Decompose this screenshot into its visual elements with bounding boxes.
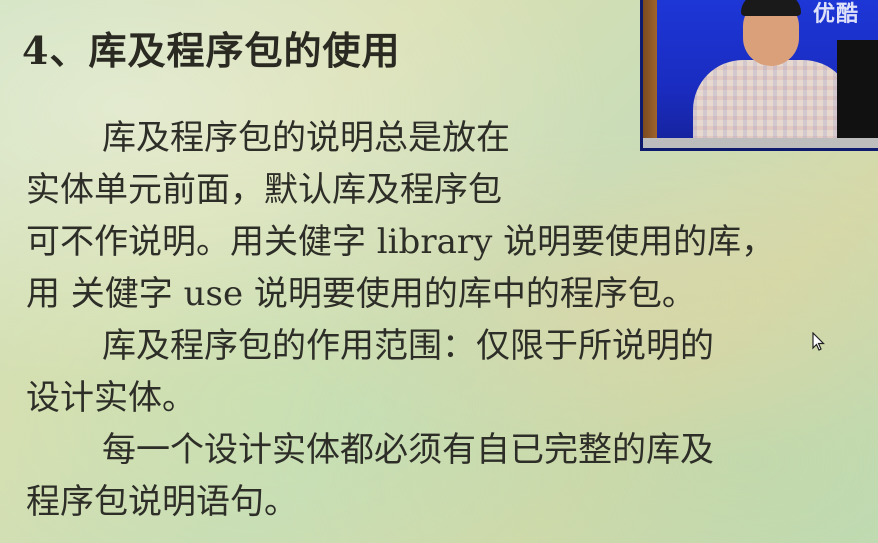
body-line-2: 实体单元前面，默认库及程序包: [26, 170, 502, 210]
desk: [643, 138, 878, 148]
body-line-1: 库及程序包的说明总是放在: [102, 118, 510, 158]
body-line-4: 用 关健字 use 说明要使用的库中的程序包。: [26, 274, 696, 314]
mouse-cursor-icon: [812, 332, 825, 351]
slide-title: 4、库及程序包的使用: [22, 28, 401, 73]
monitor: [837, 40, 878, 148]
body-line-7: 每一个设计实体都必须有自已完整的库及: [102, 430, 714, 470]
body-line-6: 设计实体。: [26, 378, 196, 418]
body-line-3: 可不作说明。用关健字 library 说明要使用的库，: [26, 222, 776, 262]
body-line-8: 程序包说明语句。: [26, 482, 298, 522]
presenter-body: [693, 60, 853, 148]
slide-body: 库及程序包的说明总是放在 实体单元前面，默认库及程序包 可不作说明。用关健字 l…: [26, 112, 826, 528]
presenter-hair: [741, 0, 801, 16]
video-frame-edge: [643, 0, 657, 148]
body-line-5: 库及程序包的作用范围：仅限于所说明的: [102, 326, 714, 366]
video-logo: 优酷: [812, 2, 859, 27]
presenter-video[interactable]: 优酷: [640, 0, 878, 151]
